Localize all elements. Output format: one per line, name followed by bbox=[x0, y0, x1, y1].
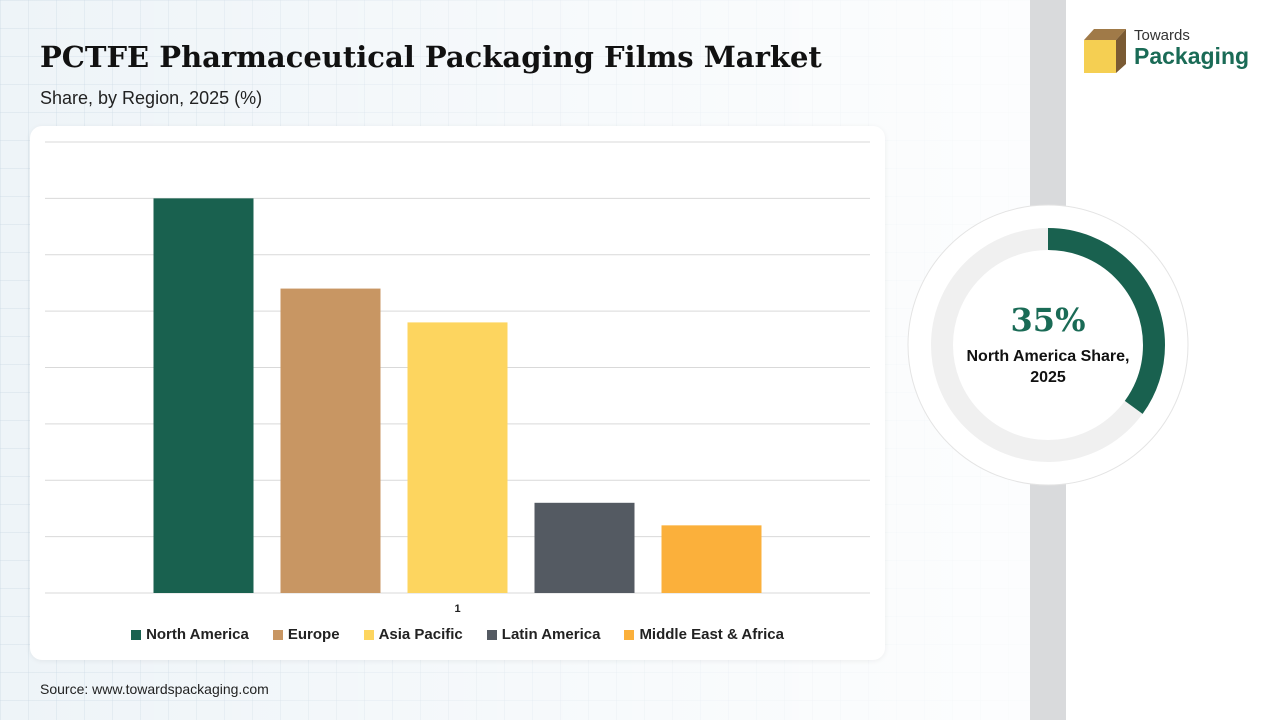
donut-chart bbox=[907, 204, 1189, 486]
legend-label: Asia Pacific bbox=[378, 626, 463, 643]
legend-swatch bbox=[363, 629, 374, 640]
chart-card: 1 North America Europe Asia Pacific Latin A… bbox=[30, 126, 885, 660]
bar-chart: 1 bbox=[45, 141, 870, 615]
donut-arc bbox=[931, 228, 1165, 462]
chart-legend: North America Europe Asia Pacific Latin Ame… bbox=[30, 626, 885, 643]
legend-swatch bbox=[486, 629, 497, 640]
bar-europe bbox=[280, 288, 381, 593]
legend-label: Middle East & Africa bbox=[639, 626, 784, 643]
donut-value: 35% bbox=[1010, 301, 1086, 339]
legend-swatch bbox=[624, 629, 635, 640]
bar-asia-pacific bbox=[407, 322, 508, 593]
legend-item: Asia Pacific bbox=[363, 626, 463, 643]
logo-text-towards: Towards bbox=[1134, 27, 1190, 44]
legend-item: North America bbox=[131, 626, 249, 643]
source-note: Source: www.towardspackaging.com bbox=[40, 681, 269, 697]
legend-item: Europe bbox=[272, 626, 340, 643]
x-tick-label: 1 bbox=[454, 603, 460, 615]
legend-label: Europe bbox=[287, 626, 340, 643]
share-donut: 35% North America Share, 2025 bbox=[906, 203, 1190, 487]
bar-latin-america bbox=[534, 502, 635, 593]
legend-label: Latin America bbox=[501, 626, 601, 643]
legend-item: Latin America bbox=[486, 626, 601, 643]
legend-swatch bbox=[131, 629, 142, 640]
bar-middle-east-africa bbox=[661, 525, 762, 593]
chart-title: PCTFE Pharmaceutical Packaging Films Mar… bbox=[40, 40, 822, 74]
legend-item: Middle East & Africa bbox=[624, 626, 784, 643]
chart-subtitle: Share, by Region, 2025 (%) bbox=[40, 88, 263, 108]
legend-swatch bbox=[272, 629, 283, 640]
donut-caption: North America Share, 2025 bbox=[966, 348, 1130, 386]
towards-packaging-logo: Towards Packaging bbox=[1082, 26, 1262, 80]
legend-label: North America bbox=[146, 626, 249, 643]
logo-text-packaging: Packaging bbox=[1134, 43, 1250, 69]
box-logo-icon bbox=[1084, 29, 1126, 73]
bar-north-america bbox=[153, 198, 254, 593]
